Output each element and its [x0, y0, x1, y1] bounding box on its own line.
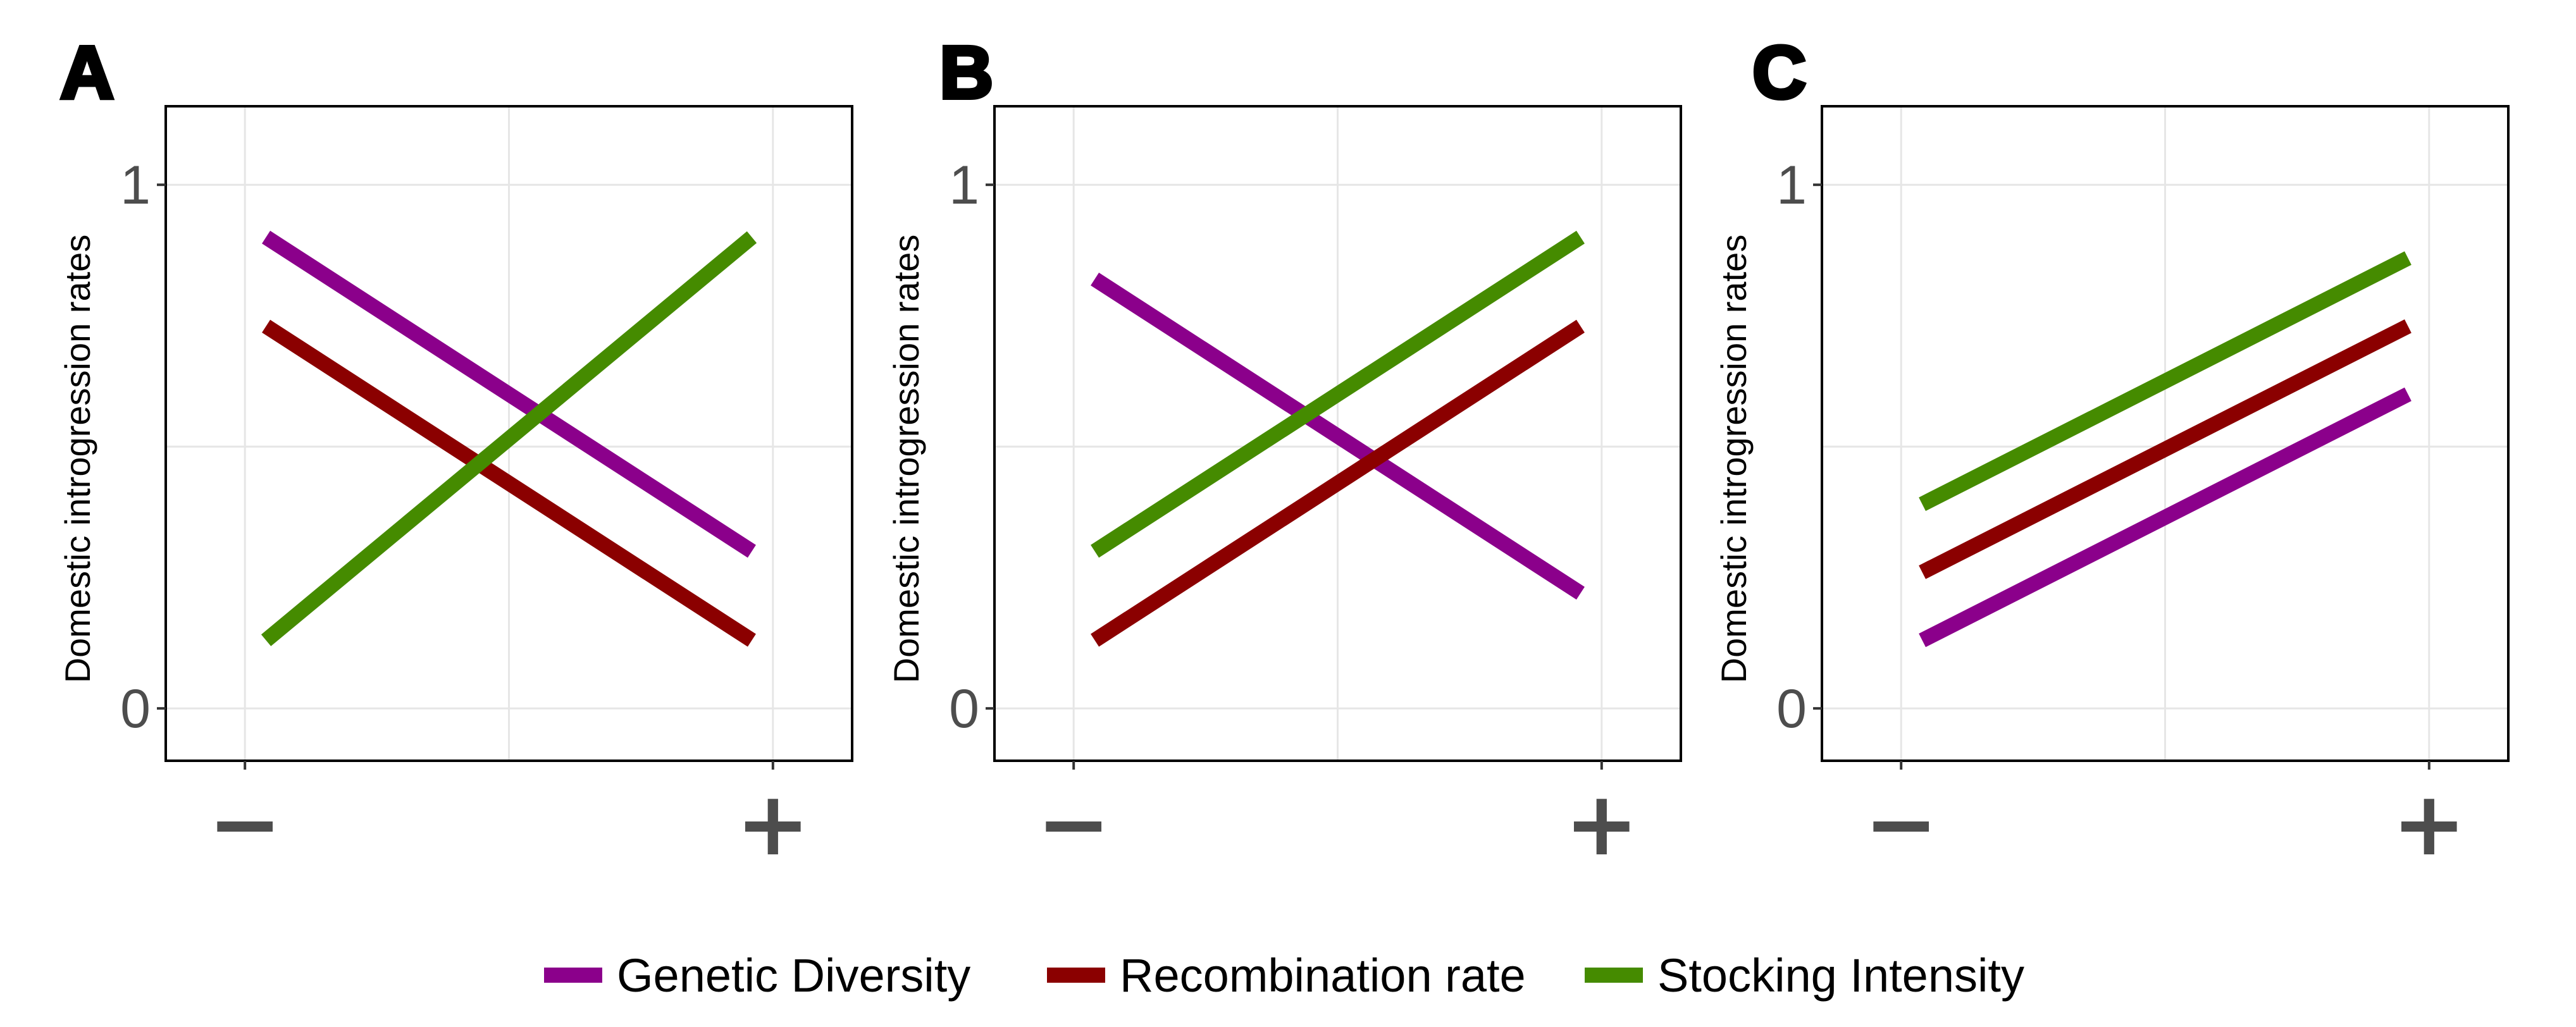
- series-line-stocking-intensity: [261, 231, 757, 646]
- y-tick-label: 0: [120, 679, 151, 739]
- x-tick-label: −: [1037, 773, 1111, 876]
- y-tick-label: 0: [1776, 679, 1807, 739]
- panel-border: [1821, 105, 2510, 762]
- panel-letter: A: [60, 31, 114, 114]
- panel-a: 0 1 − + Domestic introgression rates A: [58, 29, 853, 876]
- legend-item-recombination-rate: Recombination rate: [1047, 949, 1526, 1002]
- y-axis-label: Domestic introgression rates: [1714, 235, 1754, 684]
- panel-letter: C: [1752, 31, 1806, 114]
- x-tick-label: −: [208, 773, 282, 876]
- legend-label: Genetic Diversity: [617, 949, 970, 1002]
- legend: Genetic Diversity Recombination rate Stock…: [544, 949, 2024, 1002]
- panel-c: 0 1 − + Domestic introgression rates C: [1714, 29, 2510, 876]
- y-axis-label: Domestic introgression rates: [886, 235, 926, 684]
- series-line-stocking-intensity: [1091, 230, 1585, 558]
- series-line-genetic-diversity: [1919, 387, 2412, 648]
- x-tick-label: +: [1564, 773, 1638, 876]
- legend-label: Stocking Intensity: [1657, 949, 2024, 1002]
- y-tick-label: 1: [949, 155, 979, 216]
- series-line-genetic-diversity: [262, 230, 756, 558]
- x-tick-label: +: [736, 773, 810, 876]
- series-line-stocking-intensity: [1919, 251, 2412, 511]
- panel-border: [164, 105, 853, 762]
- series-line-recombination-rate: [262, 319, 756, 647]
- legend-item-stocking-intensity: Stocking Intensity: [1585, 949, 2024, 1002]
- y-tick-label: 0: [949, 679, 979, 739]
- y-tick-label: 1: [1776, 155, 1807, 216]
- x-tick-label: +: [2392, 773, 2466, 876]
- y-axis-label: Domestic introgression rates: [58, 235, 97, 684]
- x-tick-label: −: [1864, 773, 1938, 876]
- panel-letter: B: [939, 31, 993, 114]
- series-line-genetic-diversity: [1091, 273, 1585, 600]
- panel-border: [993, 105, 1682, 762]
- panel-b: 0 1 − + Domestic introgression rates B: [886, 29, 1682, 876]
- series-line-recombination-rate: [1919, 319, 2412, 579]
- series-line-recombination-rate: [1091, 319, 1585, 647]
- y-tick-label: 1: [120, 155, 151, 216]
- legend-label: Recombination rate: [1120, 949, 1526, 1002]
- legend-item-genetic-diversity: Genetic Diversity: [544, 949, 970, 1002]
